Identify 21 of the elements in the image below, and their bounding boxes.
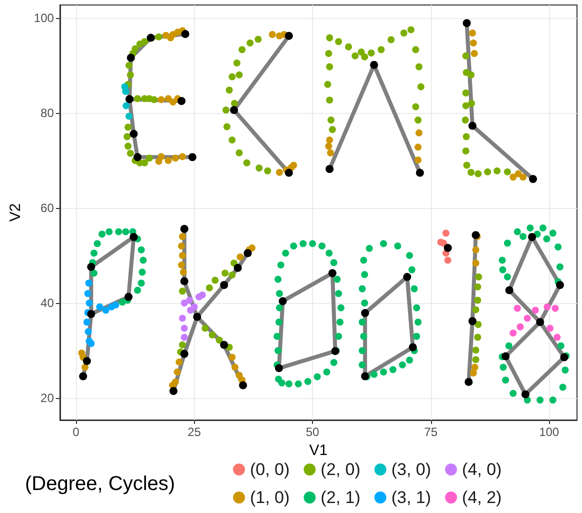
y-tick-label: 100 — [34, 10, 54, 25]
legend-label: (4, 2) — [462, 488, 502, 507]
legend-label: (3, 0) — [391, 460, 432, 479]
legend-label: (3, 1) — [391, 488, 432, 507]
x-tick-label: 75 — [424, 425, 438, 439]
legend-label: (2, 0) — [320, 460, 360, 479]
y-axis-title: V2 — [7, 203, 24, 222]
y-tick-label: 60 — [40, 200, 54, 215]
y-tick-label: 80 — [40, 106, 54, 120]
x-tick-label: 25 — [188, 425, 202, 439]
y-tick-label: 20 — [40, 391, 54, 406]
y-tick-label: 40 — [40, 296, 54, 310]
x-tick-label: 0 — [72, 425, 80, 439]
x-tick-label: 100 — [539, 425, 560, 439]
x-axis-title: V1 — [309, 442, 328, 459]
legend-label: (2, 1) — [320, 488, 360, 507]
legend-title: (Degree, Cycles) — [25, 473, 176, 495]
x-tick-label: 50 — [306, 425, 320, 439]
legend-label: (0, 0) — [250, 460, 290, 479]
legend-label: (1, 0) — [250, 488, 290, 507]
legend-label: (4, 0) — [462, 460, 502, 479]
